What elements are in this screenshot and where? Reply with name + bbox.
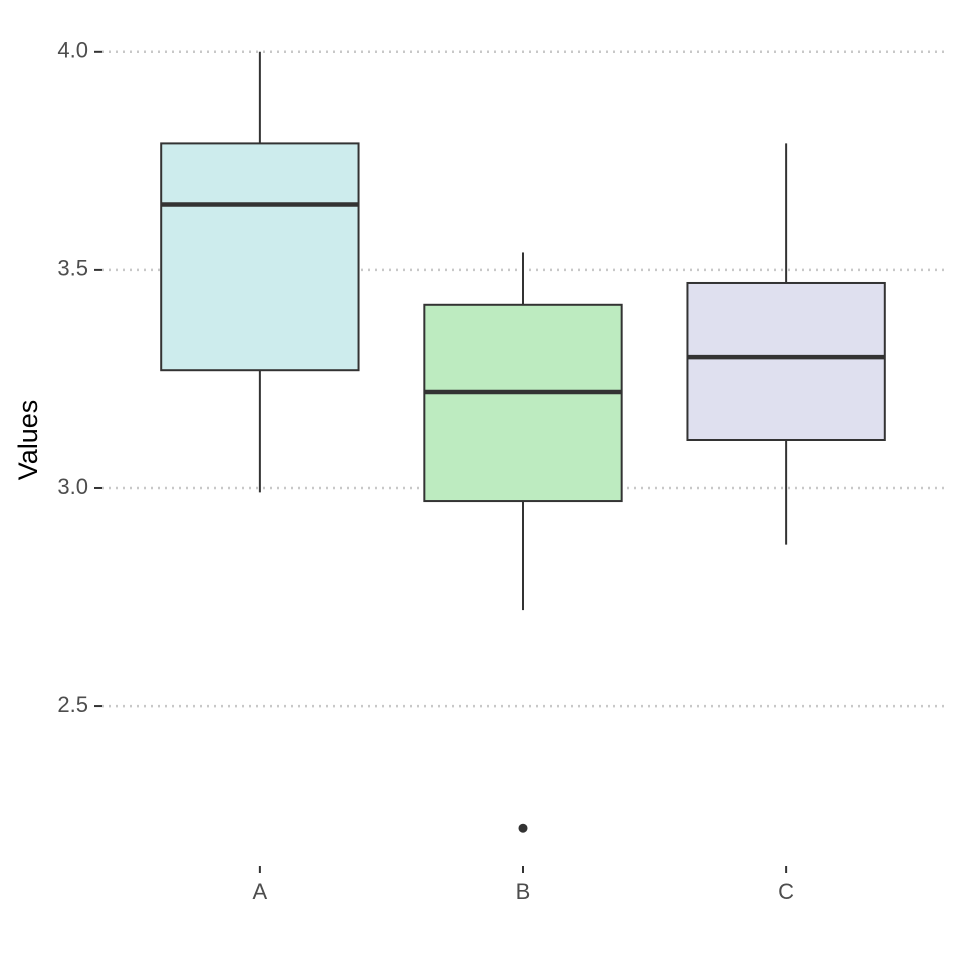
x-tick-label: B <box>516 879 531 904</box>
y-tick-label: 3.5 <box>57 256 88 281</box>
y-tick-label: 3.0 <box>57 474 88 499</box>
y-tick-label: 2.5 <box>57 692 88 717</box>
outlier <box>518 823 528 833</box>
x-tick-label: C <box>778 879 794 904</box>
box <box>686 281 886 441</box>
y-tick-label: 4.0 <box>57 38 88 63</box>
box <box>160 142 360 372</box>
x-tick-label: A <box>253 879 268 904</box>
box <box>423 303 623 503</box>
y-axis-label: Values <box>13 400 43 481</box>
